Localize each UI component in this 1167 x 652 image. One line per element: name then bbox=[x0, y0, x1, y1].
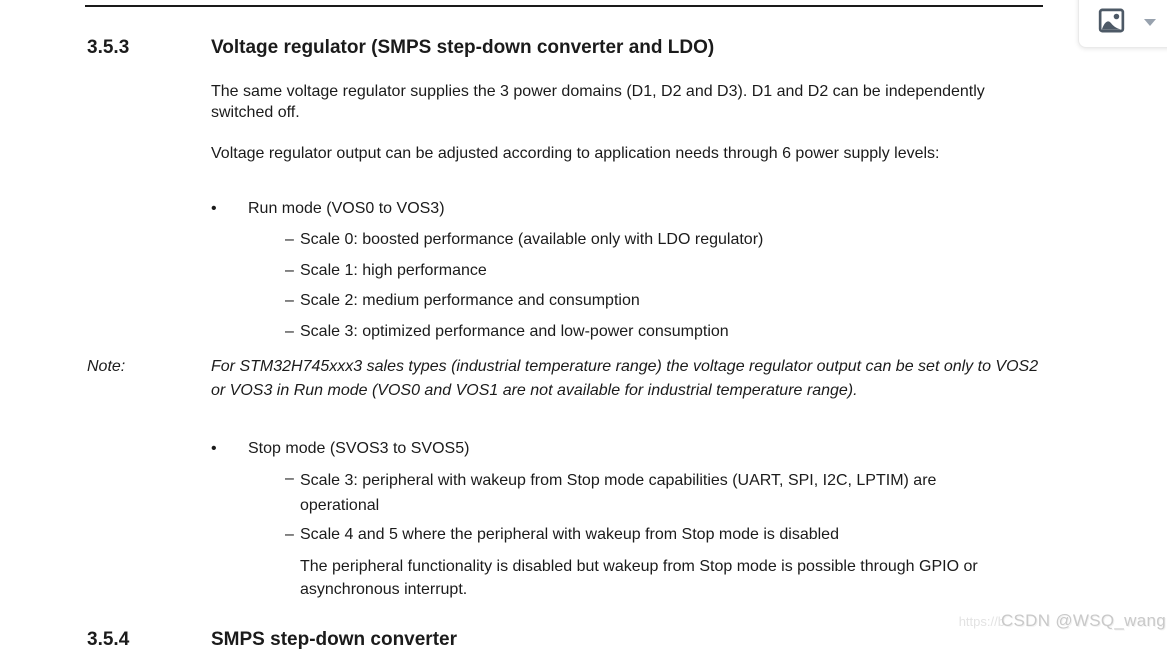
list-subitem-label: Scale 3: peripheral with wakeup from Sto… bbox=[300, 472, 937, 514]
bullet-marker: • bbox=[211, 200, 217, 217]
paragraph-supply-levels: Voltage regulator output can be adjusted… bbox=[211, 145, 940, 162]
dash-marker: – bbox=[285, 262, 294, 279]
next-section-title: SMPS step-down converter bbox=[211, 629, 457, 650]
list-subitem-stop-scale45: – Scale 4 and 5 where the peripheral wit… bbox=[285, 524, 839, 545]
list-subitem-scale1: – Scale 1: high performance bbox=[285, 260, 487, 281]
note-label: Note: bbox=[87, 358, 126, 375]
list-subitem-scale2: – Scale 2: medium performance and consum… bbox=[285, 290, 640, 311]
image-options-dropdown-button[interactable] bbox=[1137, 7, 1163, 37]
watermark-handle: CSDN @WSQ_wang bbox=[1000, 611, 1166, 630]
list-subitem-label: Scale 1: high performance bbox=[300, 262, 487, 279]
dash-marker: – bbox=[285, 323, 294, 340]
list-subitem-label: Scale 0: boosted performance (available … bbox=[300, 231, 764, 248]
chevron-down-icon bbox=[1144, 18, 1156, 26]
dash-marker: – bbox=[285, 470, 294, 487]
list-subitem-scale0: – Scale 0: boosted performance (availabl… bbox=[285, 229, 763, 250]
list-subitem-label: Scale 2: medium performance and consumpt… bbox=[300, 292, 640, 309]
header-divider bbox=[85, 5, 1043, 7]
list-subitem-label: Scale 4 and 5 where the peripheral with … bbox=[300, 526, 839, 543]
list-subitem-stop-scale3: – Scale 3: peripheral with wakeup from S… bbox=[285, 468, 1020, 518]
image-icon bbox=[1097, 6, 1126, 38]
list-item-run-mode: • Run mode (VOS0 to VOS3) bbox=[211, 198, 445, 219]
watermark: https://b CSDN @WSQ_wang bbox=[959, 611, 1166, 631]
dash-marker: – bbox=[285, 526, 294, 543]
list-subitem-label: Scale 3: optimized performance and low-p… bbox=[300, 323, 729, 340]
dash-marker: – bbox=[285, 292, 294, 309]
list-subitem-scale3: – Scale 3: optimized performance and low… bbox=[285, 321, 729, 342]
note-text: For STM32H745xxx3 sales types (industria… bbox=[211, 358, 1039, 399]
section-number: 3.5.3 bbox=[87, 37, 130, 58]
view-image-button[interactable] bbox=[1096, 7, 1126, 37]
stop-mode-footnote: The peripheral functionality is disabled… bbox=[300, 558, 978, 598]
next-section-number: 3.5.4 bbox=[87, 629, 130, 650]
bullet-marker: • bbox=[211, 440, 217, 457]
list-item-stop-mode: • Stop mode (SVOS3 to SVOS5) bbox=[211, 438, 469, 459]
list-item-label: Stop mode (SVOS3 to SVOS5) bbox=[248, 440, 470, 457]
watermark-url: https://b bbox=[958, 614, 1005, 629]
list-item-label: Run mode (VOS0 to VOS3) bbox=[248, 200, 445, 217]
image-toolbar bbox=[1078, 0, 1167, 48]
section-title: Voltage regulator (SMPS step-down conver… bbox=[211, 37, 715, 58]
dash-marker: – bbox=[285, 231, 294, 248]
paragraph-domains: The same voltage regulator supplies the … bbox=[211, 83, 985, 121]
